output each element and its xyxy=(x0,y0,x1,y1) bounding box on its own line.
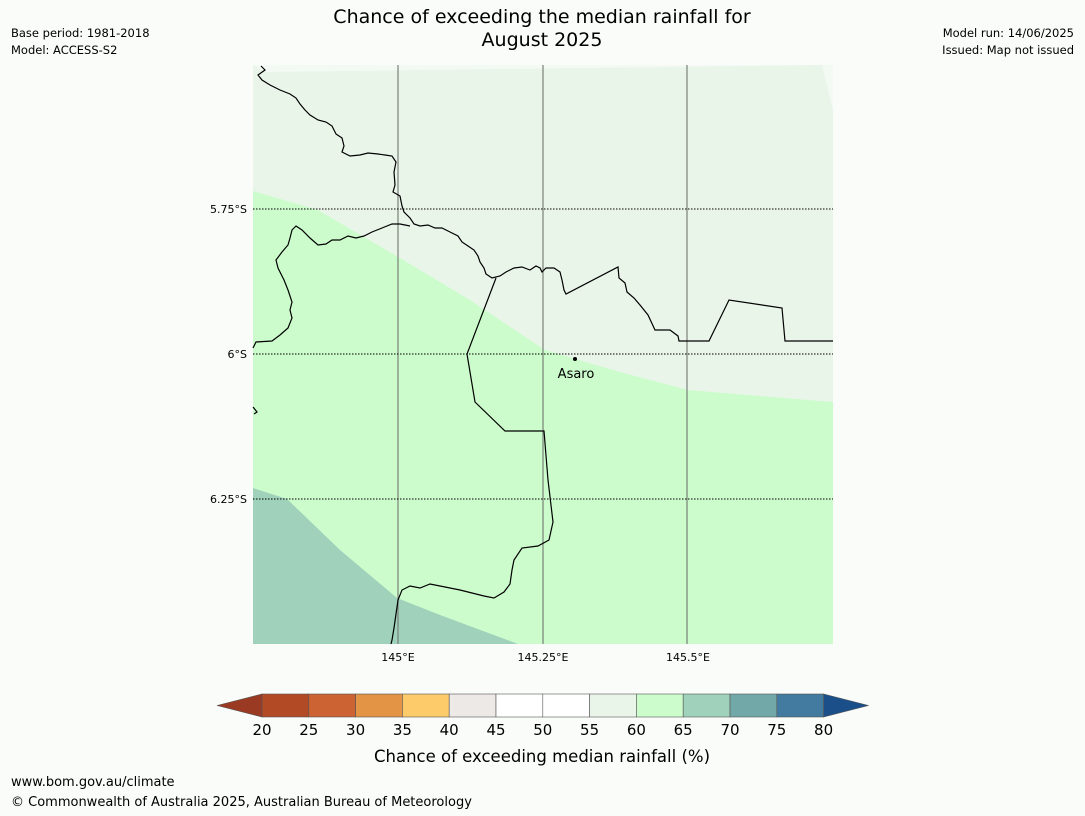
colorbar-swatch xyxy=(355,693,403,718)
colorbar-tick-label: 65 xyxy=(674,721,693,739)
colorbar-tick-label: 30 xyxy=(346,721,365,739)
colorbar-swatch xyxy=(589,693,637,718)
colorbar-tick-label: 45 xyxy=(486,721,505,739)
run-info: Model run: 14/06/2025 Issued: Map not is… xyxy=(942,25,1074,59)
colorbar-tick-label: 55 xyxy=(580,721,599,739)
zone-edge xyxy=(253,65,833,110)
model-name: Model: ACCESS-S2 xyxy=(11,43,118,57)
colorbar-tick-label: 35 xyxy=(393,721,412,739)
colorbar-extend-low xyxy=(216,693,263,718)
lon-label-145-5e: 145.5°E xyxy=(666,651,710,664)
province-boundary-north xyxy=(257,65,833,342)
title-line-2: August 2025 xyxy=(481,29,603,51)
colorbar-swatch xyxy=(682,693,731,718)
issued-status: Issued: Map not issued xyxy=(942,43,1074,57)
base-period: Base period: 1981-2018 xyxy=(11,26,150,40)
colorbar-tick-label: 40 xyxy=(440,721,459,739)
colorbar-tick-label: 80 xyxy=(814,721,833,739)
colorbar-swatch xyxy=(636,693,684,718)
boundaries xyxy=(252,65,833,645)
title-line-1: Chance of exceeding the median rainfall … xyxy=(333,6,751,28)
model-run-date: Model run: 14/06/2025 xyxy=(942,26,1074,40)
colorbar-swatch xyxy=(495,693,544,718)
asaro-marker xyxy=(573,357,577,361)
colorbar-swatches xyxy=(216,693,869,718)
colorbar-extend-high xyxy=(823,693,869,718)
model-info: Base period: 1981-2018 Model: ACCESS-S2 xyxy=(11,25,150,59)
footer-url: www.bom.gov.au/climate xyxy=(11,775,175,790)
province-boundary-central xyxy=(390,277,554,645)
footer: www.bom.gov.au/climate © Commonwealth of… xyxy=(11,773,472,813)
rainfall-map: Asaro 5.75°S 6°S 6.25°S 145°E 145.25°E 1… xyxy=(210,65,833,664)
colorbar-tick-label: 50 xyxy=(533,721,552,739)
lat-label-6-25s: 6.25°S xyxy=(210,493,247,506)
footer-copyright: © Commonwealth of Australia 2025, Austra… xyxy=(11,795,472,810)
lat-label-5-75s: 5.75°S xyxy=(210,203,247,216)
province-boundary-west xyxy=(252,223,411,349)
colorbar-swatch xyxy=(261,693,310,718)
asaro-label: Asaro xyxy=(558,367,595,382)
colorbar-tick-label: 25 xyxy=(299,721,318,739)
colorbar-label: Chance of exceeding median rainfall (%) xyxy=(374,747,710,766)
colorbar-tick-label: 20 xyxy=(252,721,271,739)
colorbar-ticks: 20 25 30 35 40 45 50 55 60 65 70 75 80 xyxy=(252,721,833,739)
lon-label-145e: 145°E xyxy=(381,651,414,664)
zone-65-70 xyxy=(253,488,518,644)
colorbar-swatch xyxy=(308,693,356,718)
boundary-fragment xyxy=(252,406,258,415)
colorbar-swatch xyxy=(402,693,450,718)
colorbar: 20 25 30 35 40 45 50 55 60 65 70 75 80 Chance of exc… xyxy=(216,693,869,766)
colorbar-swatch xyxy=(776,693,824,718)
lat-label-6s: 6°S xyxy=(228,348,247,361)
colorbar-swatch xyxy=(448,693,497,718)
colorbar-tick-label: 75 xyxy=(767,721,786,739)
map-title: Chance of exceeding the median rainfall … xyxy=(242,6,842,52)
colorbar-tick-label: 60 xyxy=(627,721,646,739)
colorbar-swatch xyxy=(729,693,778,718)
colorbar-tick-label: 70 xyxy=(720,721,739,739)
colorbar-swatch xyxy=(542,693,590,718)
lon-label-145-25e: 145.25°E xyxy=(518,651,569,664)
